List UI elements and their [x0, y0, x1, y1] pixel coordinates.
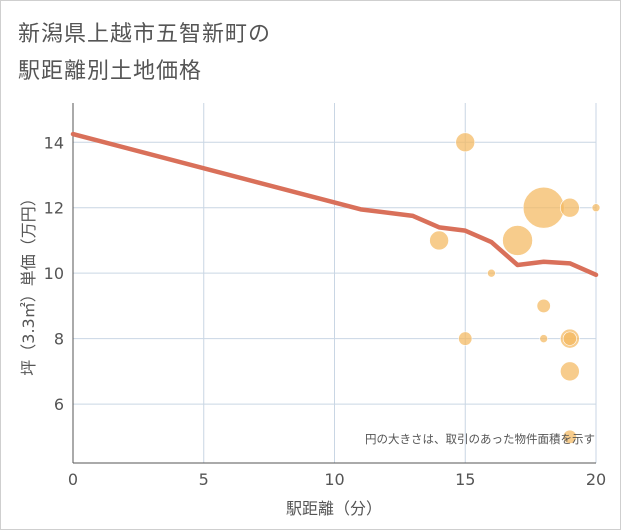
bubble-point [562, 429, 577, 444]
grid-lines [73, 103, 597, 463]
chart-title-line-2: 駅距離別土地価格 [18, 59, 203, 84]
bubble-point [487, 268, 496, 278]
x-tick-label: 5 [199, 470, 209, 489]
x-tick-label: 15 [455, 470, 475, 489]
bubble-series [429, 132, 601, 444]
trend-line [70, 131, 599, 278]
x-tick-label: 10 [324, 470, 344, 489]
x-tick-label: 20 [586, 470, 606, 489]
bubble-point [560, 361, 580, 382]
y-tick-label: 8 [54, 330, 64, 349]
trend-line-series [70, 131, 599, 278]
y-tick-label: 6 [54, 395, 64, 414]
bubble-point [455, 132, 476, 153]
y-tick-label: 10 [44, 264, 64, 283]
bubble-point [562, 331, 577, 346]
bubble-point [536, 298, 551, 313]
bubble-point [591, 203, 601, 213]
bubble-point [502, 225, 533, 256]
y-axis-label: 坪（3.3㎡）単価（万円） [19, 190, 38, 375]
tick-labels: 0 5 10 15 20 6 8 10 12 14 [44, 133, 607, 489]
y-tick-label: 14 [44, 133, 64, 152]
bubble-point [560, 197, 580, 218]
bubble-point [458, 331, 473, 346]
x-axis-label: 駅距離（分） [286, 499, 382, 518]
bubble-point [522, 186, 565, 229]
bubble-point [539, 334, 549, 343]
y-tick-label: 12 [44, 199, 64, 218]
axes [72, 103, 596, 464]
x-tick-label: 0 [68, 470, 78, 489]
size-note: 円の大きさは、取引のあった物件面積を示す [365, 432, 595, 446]
chart-title-line-1: 新潟県上越市五智新町の [18, 22, 272, 47]
bubble-point [429, 230, 449, 251]
